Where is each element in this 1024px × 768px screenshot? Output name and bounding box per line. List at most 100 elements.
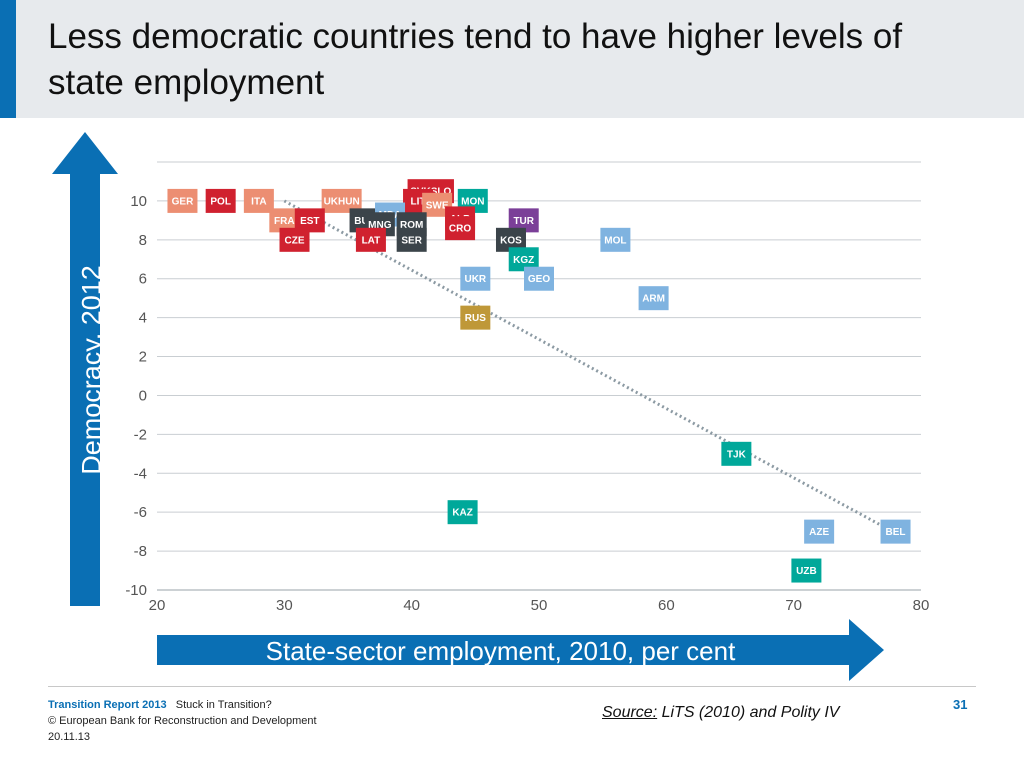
footer-report: Transition Report 2013 Stuck in Transiti…: [48, 699, 272, 711]
data-point-marker: [791, 558, 822, 583]
data-point: GEO: [524, 266, 554, 291]
x-tick-label: 50: [531, 597, 548, 614]
slide-title: Less democratic countries tend to have h…: [48, 17, 903, 102]
footer-date: 20.11.13: [48, 731, 91, 743]
x-tick-label: 40: [403, 597, 420, 614]
data-point-label: SWE: [426, 200, 449, 211]
y-axis-arrow: [52, 132, 118, 606]
data-point: ITA: [243, 188, 274, 213]
report-name: Transition Report 2013: [48, 699, 167, 711]
data-point-marker: [460, 266, 491, 291]
x-tick-label: 80: [913, 597, 930, 614]
header-accent-bar: [0, 0, 16, 118]
data-point-label: ITA: [251, 196, 266, 207]
data-point-label: LIT: [411, 196, 426, 207]
y-tick-label: -4: [134, 465, 147, 482]
data-point-label: BEL: [886, 527, 906, 538]
data-point-label: LAT: [362, 235, 381, 246]
data-point-label: UZB: [796, 566, 817, 577]
data-point: UZB: [791, 558, 822, 583]
data-point-marker: [445, 216, 476, 241]
grid-lines: [157, 161, 921, 591]
data-point-marker: [524, 266, 554, 291]
data-point: RUS: [460, 305, 491, 330]
data-point: CRO: [445, 216, 476, 241]
x-tick-label: 20: [149, 597, 166, 614]
data-point: LAT: [355, 227, 386, 252]
y-tick-label: 0: [139, 387, 147, 404]
data-point-marker: [721, 441, 752, 466]
data-point: AZE: [804, 519, 835, 544]
data-point-label: GEO: [528, 274, 550, 285]
data-point-label: MON: [461, 196, 484, 207]
x-axis-arrow: [157, 619, 884, 681]
data-point: CZE: [279, 227, 310, 252]
footer-copyright: © European Bank for Reconstruction and D…: [48, 715, 317, 727]
data-point-marker: [243, 188, 274, 213]
data-point-label: AZE: [809, 527, 829, 538]
data-point-label: FRA: [274, 216, 295, 227]
report-subtitle: Stuck in Transition?: [175, 699, 272, 711]
data-point-label: TUR: [513, 216, 534, 227]
data-point-marker: [600, 227, 631, 252]
data-point: SER: [396, 227, 427, 252]
data-point-label: KOS: [500, 235, 522, 246]
data-point-label: KAZ: [452, 508, 473, 519]
data-point: BEL: [880, 519, 911, 544]
data-point-label: POL: [210, 196, 231, 207]
data-point-marker: [638, 286, 669, 311]
y-tick-label: 8: [139, 232, 147, 249]
x-tick-labels: 20 30 40 50 60 70 80: [149, 597, 930, 614]
data-point: ARM: [638, 286, 669, 311]
data-point: KGZ: [508, 247, 539, 272]
data-point-label: MOL: [604, 235, 626, 246]
data-point-marker: [167, 188, 198, 213]
y-tick-label: -8: [134, 543, 147, 560]
y-tick-labels: 10 8 6 4 2 0 -2 -4 -6 -8 -10: [125, 193, 147, 599]
data-point-marker: [460, 305, 491, 330]
y-tick-label: 10: [130, 193, 147, 210]
y-tick-label: -2: [134, 426, 147, 443]
header-band: Less democratic countries tend to have h…: [0, 0, 1024, 118]
data-point-label: TJK: [727, 449, 747, 460]
data-point: POL: [205, 188, 236, 213]
data-point-label: UKHUN: [324, 196, 360, 207]
data-points: GERPOLITAUKHUNSVKSLOLITSWEMONFRAESTBULMD…: [167, 179, 911, 583]
data-point-marker: [804, 519, 835, 544]
y-tick-label: 2: [139, 349, 147, 366]
data-point-label: RUS: [465, 313, 486, 324]
source-text: LiTS (2010) and Polity IV: [657, 704, 840, 721]
y-tick-label: 6: [139, 271, 147, 288]
y-tick-label: 4: [139, 310, 147, 327]
y-tick-label: -6: [134, 504, 147, 521]
data-point-marker: [396, 227, 427, 252]
data-point-label: KGZ: [513, 255, 534, 266]
data-point-label: BUL: [354, 216, 375, 227]
x-tick-label: 70: [785, 597, 802, 614]
data-point-marker: [355, 227, 386, 252]
data-point-label: ROM: [400, 220, 423, 231]
data-point-label: ARM: [642, 294, 665, 305]
source-note: Source: LiTS (2010) and Polity IV: [602, 704, 839, 722]
y-tick-label: -10: [125, 582, 147, 599]
data-point-label: CZE: [285, 235, 305, 246]
data-point-marker: [880, 519, 911, 544]
data-point: KAZ: [447, 500, 478, 525]
x-tick-label: 30: [276, 597, 293, 614]
data-point-label: CRO: [449, 224, 471, 235]
x-tick-label: 60: [658, 597, 675, 614]
data-point-label: GER: [172, 196, 194, 207]
page-number: 31: [953, 697, 968, 712]
data-point: GER: [167, 188, 198, 213]
x-axis-label: State-sector employment, 2010, per cent: [265, 636, 736, 666]
data-point-marker: [279, 227, 310, 252]
data-point-label: UKR: [464, 274, 486, 285]
data-point-label: SER: [401, 235, 422, 246]
data-point: TJK: [721, 441, 752, 466]
data-point-marker: [447, 500, 478, 525]
data-point-marker: [508, 247, 539, 272]
source-prefix: Source:: [602, 704, 658, 721]
data-point-marker: [205, 188, 236, 213]
data-point: UKR: [460, 266, 491, 291]
